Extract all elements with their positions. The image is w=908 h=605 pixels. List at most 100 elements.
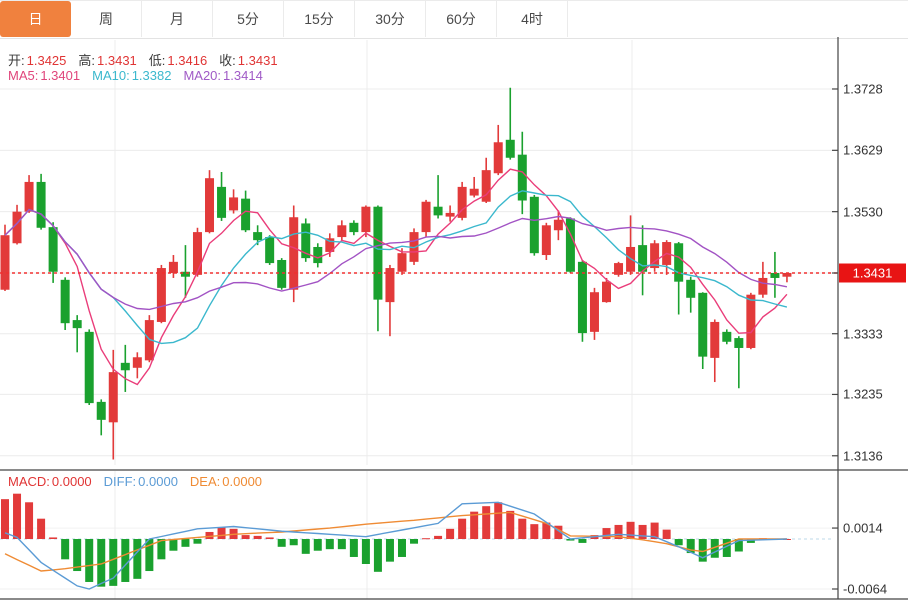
tab-5[interactable]: 15分 [284, 1, 355, 37]
candle-body [746, 294, 756, 348]
ohlc-label: 高: [78, 53, 96, 68]
ohlc-info-row: 开: 1.3425 高: 1.3431 低: 1.3416 收: 1.3431 [8, 50, 290, 69]
macd-bar [49, 537, 58, 539]
price-axis-label: 1.3629 [843, 142, 883, 158]
macd-bar [337, 539, 346, 550]
candle-body [144, 320, 154, 361]
ma-label: MA5: [8, 68, 39, 83]
macd-bar [205, 531, 214, 539]
candle-body [12, 211, 22, 244]
last-price-tag: 1.3431 [839, 263, 906, 283]
ma-value: 1.3382 [131, 68, 172, 83]
candle-body [96, 401, 106, 420]
macd-bar [734, 539, 743, 552]
ohlc-label: 低: [148, 53, 166, 68]
candle-body [457, 186, 467, 218]
tab-4[interactable]: 5分 [213, 1, 284, 37]
tab-7[interactable]: 60分 [426, 1, 497, 37]
candle-body [698, 292, 708, 357]
candle-body [277, 259, 287, 288]
macd-label: DIFF: [103, 474, 137, 489]
candle-body [373, 206, 383, 300]
ohlc-value: 1.3416 [167, 53, 208, 68]
candle-body [72, 320, 82, 329]
ma-info-row: MA5: 1.3401 MA10: 1.3382 MA20: 1.3414 [8, 68, 275, 83]
macd-bar [458, 518, 467, 539]
chart-canvas[interactable] [0, 37, 908, 605]
macd-bar [181, 539, 190, 547]
ohlc-label: 开: [8, 53, 25, 68]
ma-label: MA10: [92, 68, 130, 83]
candle-body [782, 273, 792, 277]
macd-bar [446, 528, 455, 539]
macd-bar [494, 502, 503, 539]
price-axis-label: 1.3728 [843, 81, 883, 97]
macd-bar [746, 539, 755, 543]
macd-bar [566, 539, 575, 541]
macd-bar [361, 539, 370, 564]
macd-bar [662, 529, 671, 539]
dea-line [4, 511, 787, 572]
candle-body [493, 142, 503, 174]
candle-body [553, 219, 563, 231]
candle-body [674, 243, 684, 282]
candle-body [36, 181, 46, 228]
candle-body [445, 212, 455, 217]
macd-bar [542, 522, 551, 539]
candle-body [541, 225, 551, 256]
candle-body [84, 331, 94, 404]
tab-1[interactable]: 日 [0, 1, 71, 37]
tab-2[interactable]: 周 [71, 1, 142, 37]
candle-body [289, 217, 299, 290]
candle-body [638, 245, 648, 272]
macd-bar [614, 524, 623, 539]
candle-body [301, 223, 311, 259]
candle-body [686, 279, 696, 298]
macd-axis-label: 0.0014 [843, 520, 883, 536]
candle-body [481, 170, 491, 202]
candle-body [60, 279, 70, 324]
candle-body [421, 201, 431, 233]
macd-bar [385, 539, 394, 562]
macd-bar [710, 539, 719, 558]
macd-bar [25, 502, 34, 539]
ma-value: 1.3401 [40, 68, 81, 83]
macd-bar [241, 535, 250, 539]
tab-bar: 日周月 5分 15分 30分 60分 4时 [0, 0, 908, 39]
candle-body [217, 186, 227, 218]
macd-bar [301, 539, 310, 554]
tab-3[interactable]: 月 [142, 1, 213, 37]
macd-bar [650, 522, 659, 539]
tab-8[interactable]: 4时 [497, 1, 568, 37]
candle-body [602, 281, 611, 303]
candle-body [710, 321, 720, 358]
macd-bar [85, 539, 94, 582]
candle-body [0, 235, 10, 290]
candle-body [433, 206, 443, 216]
candle-body [24, 181, 34, 212]
candle-body [132, 357, 142, 368]
macd-bar [722, 539, 731, 557]
macd-bar [349, 539, 358, 557]
diff-line [4, 501, 787, 590]
candle-body [337, 225, 347, 238]
macd-bar [97, 539, 106, 587]
tab-6[interactable]: 30分 [355, 1, 426, 37]
candle-body [168, 261, 178, 273]
macd-axis-label: -0.0064 [843, 581, 888, 597]
macd-bar [530, 524, 539, 539]
price-axis-label: 1.3136 [843, 448, 883, 464]
macd-bar [73, 539, 82, 572]
macd-bar [578, 539, 587, 543]
candle-body [120, 362, 130, 371]
ohlc-label: 收: [219, 53, 236, 68]
macd-bar [61, 539, 70, 560]
macd-bar [157, 539, 166, 560]
candle-body [349, 222, 359, 233]
macd-bar [518, 518, 527, 539]
macd-bar [674, 539, 683, 546]
macd-bar [698, 539, 707, 562]
macd-bar [13, 493, 22, 539]
candle-body [253, 232, 263, 241]
